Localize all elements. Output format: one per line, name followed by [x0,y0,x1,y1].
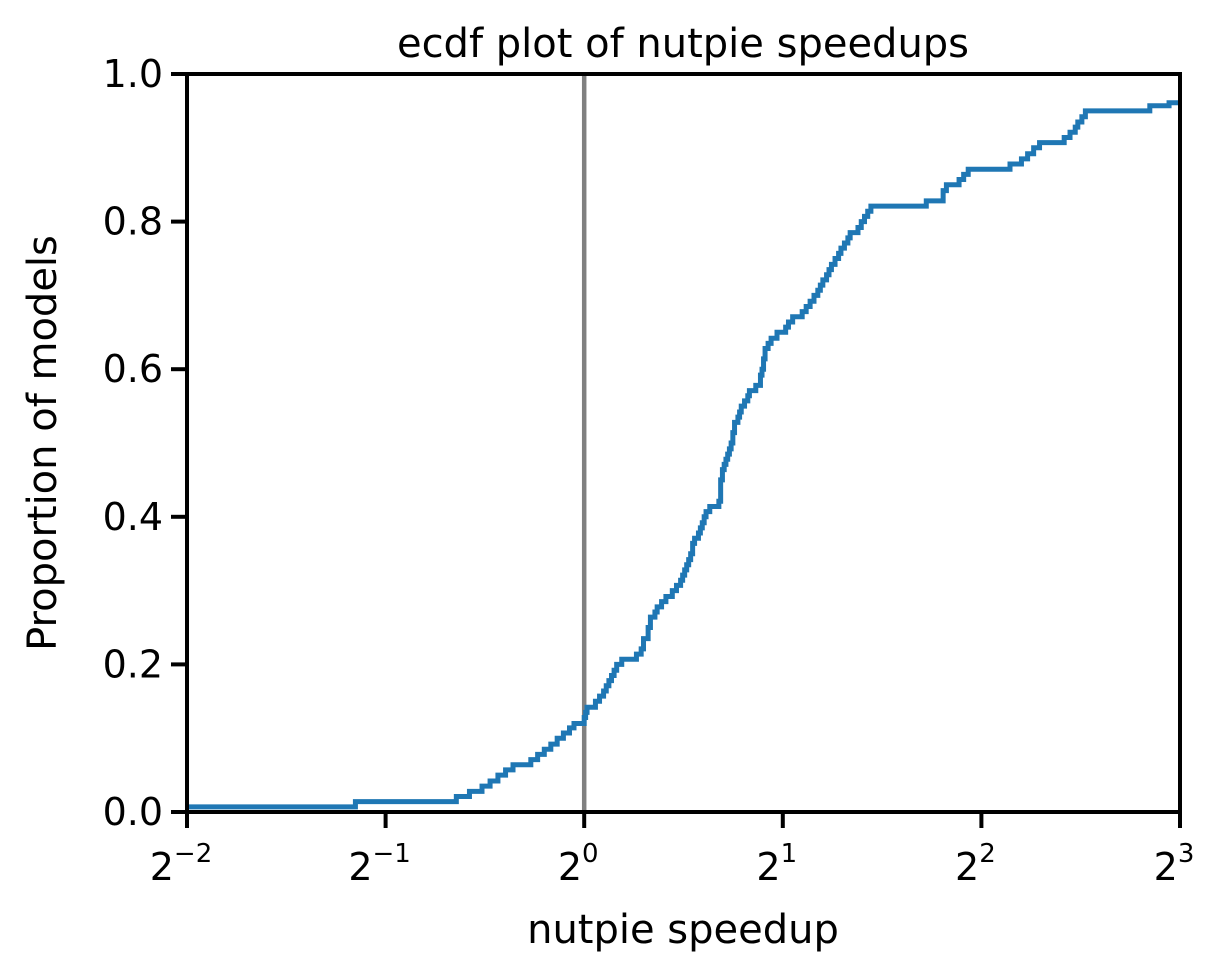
y-tick-label: 0.0 [103,790,163,834]
y-tick-label: 0.2 [103,642,163,686]
chart-title: ecdf plot of nutpie speedups [397,21,969,67]
y-tick-label: 0.6 [103,347,163,391]
x-tick-label: 2−2 [150,839,213,889]
x-axis-ticks: 2−2 2−1 20 21 22 23 [150,812,1195,889]
y-tick-label: 0.4 [103,495,163,539]
x-tick-label: 23 [1154,839,1195,889]
x-axis-label: nutpie speedup [527,907,839,953]
plot-area [185,72,1182,814]
x-tick-label: 20 [558,839,599,889]
x-tick-label: 2−1 [348,839,411,889]
y-axis-ticks: 0.0 0.2 0.4 0.6 0.8 1.0 [103,52,187,834]
series-layer [187,100,1180,810]
y-tick-label: 1.0 [103,52,163,96]
y-axis-label: Proportion of models [20,235,66,651]
ecdf-series-line [187,100,1180,810]
x-tick-label: 21 [756,839,797,889]
x-tick-label: 22 [955,839,996,889]
axes-frame [185,72,1182,814]
y-tick-label: 0.8 [103,200,163,244]
